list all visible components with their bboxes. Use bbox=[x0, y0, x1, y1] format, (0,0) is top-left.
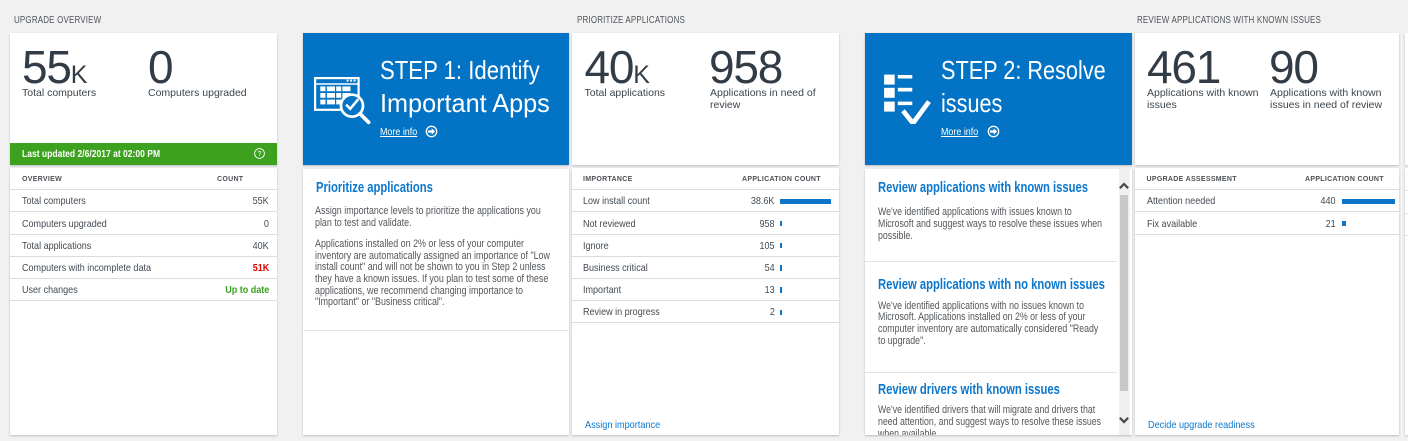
svg-text:?: ? bbox=[258, 151, 262, 158]
